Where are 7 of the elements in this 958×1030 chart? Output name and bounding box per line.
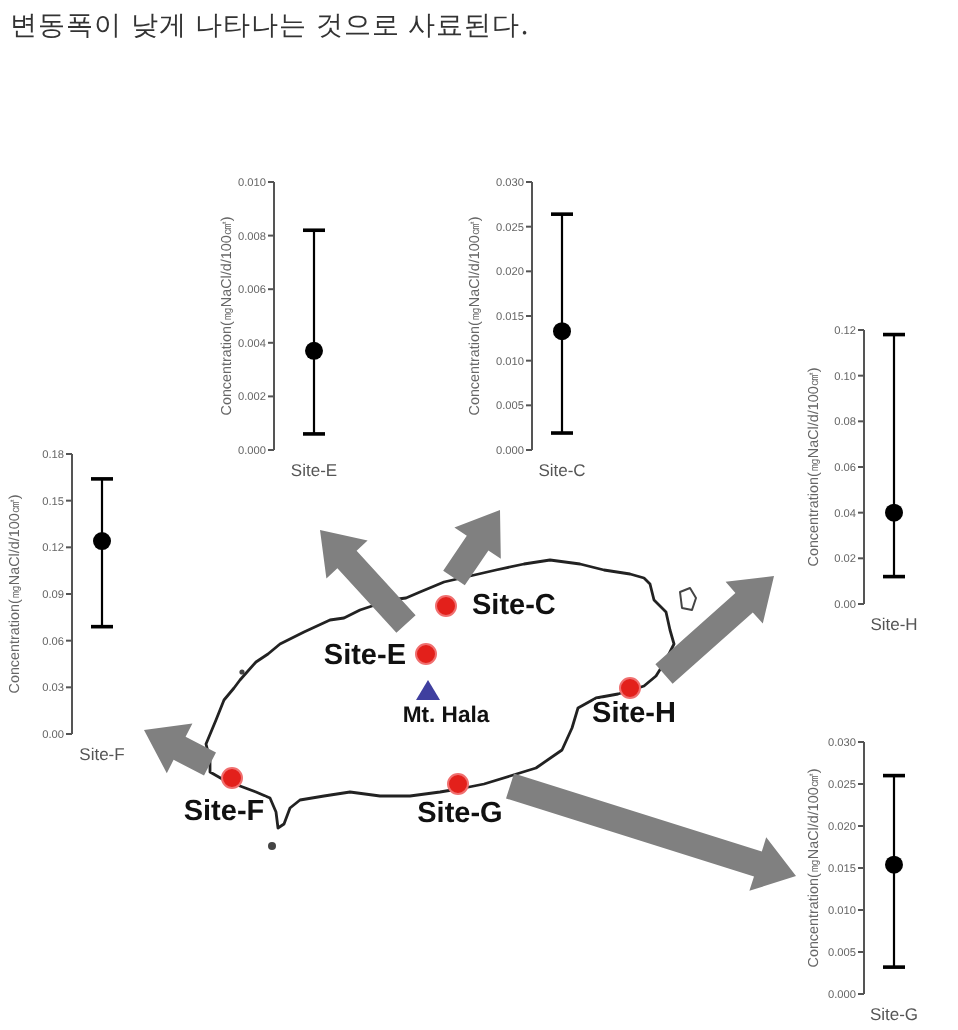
text: 변동폭이 낮게 나타나는 것으로 사료된다. (10, 10, 529, 42)
text: Mt. Hala (402, 704, 491, 728)
text: Site-C (472, 590, 557, 622)
text: Site-E (323, 640, 407, 672)
text: Site-F (183, 796, 265, 828)
text: Site-H (592, 698, 676, 730)
text: Site-G (417, 798, 503, 830)
